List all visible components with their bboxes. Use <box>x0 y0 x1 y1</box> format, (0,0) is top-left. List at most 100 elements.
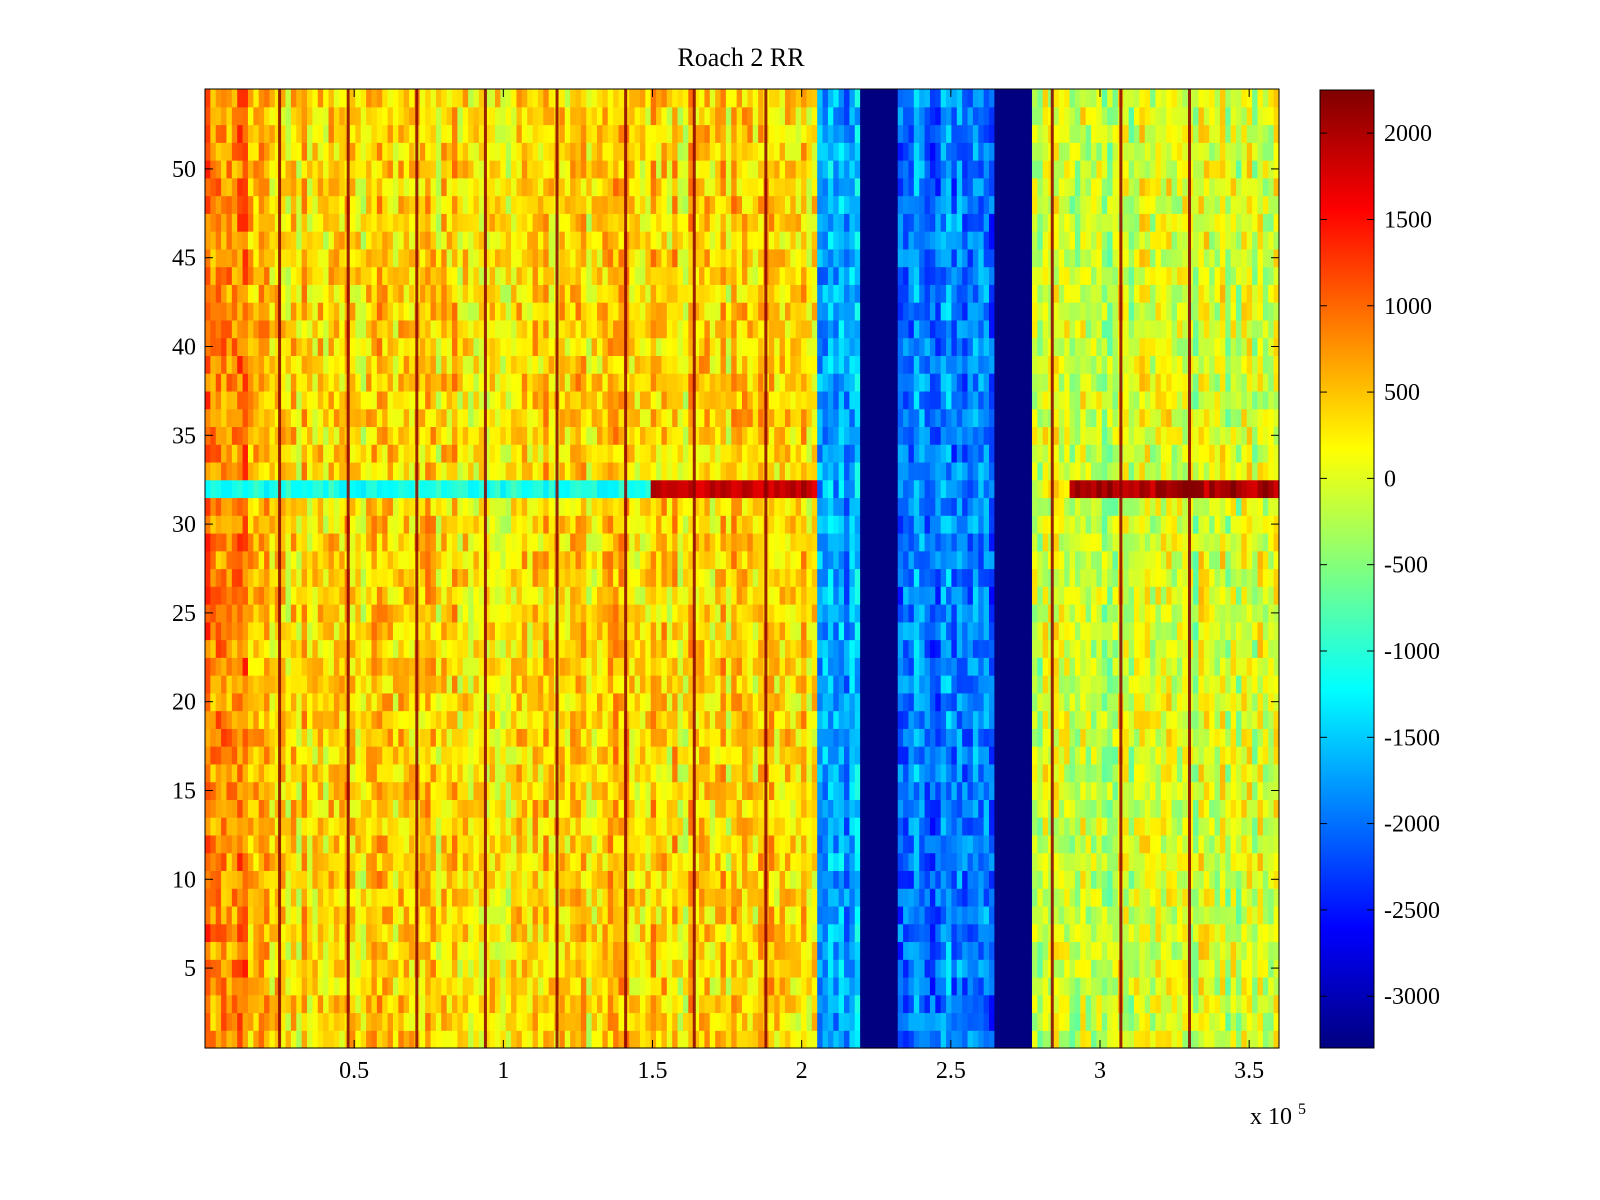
heatmap-cell <box>339 390 346 410</box>
heatmap-cell <box>435 657 442 676</box>
heatmap-cell <box>419 1030 426 1049</box>
heatmap-cell <box>693 923 700 943</box>
heatmap-cell <box>237 870 244 889</box>
heatmap-cell <box>441 692 448 712</box>
heatmap-cell <box>419 710 426 729</box>
heatmap-cell <box>537 639 544 658</box>
heatmap-cell <box>253 639 260 658</box>
heatmap-cell <box>650 621 657 641</box>
heatmap-cell <box>387 302 394 321</box>
heatmap-cell <box>452 888 458 907</box>
heatmap-cell <box>666 852 673 872</box>
heatmap-cell <box>527 319 534 339</box>
heatmap-cell <box>532 941 539 960</box>
heatmap-cell <box>312 89 319 108</box>
heatmap-cell <box>580 461 587 481</box>
heatmap-cell <box>489 905 496 925</box>
heatmap-cell <box>312 142 319 161</box>
heatmap-cell <box>328 621 335 641</box>
heatmap-cell <box>666 994 673 1014</box>
heatmap-cell <box>489 231 496 250</box>
heatmap-cell <box>425 177 432 197</box>
heatmap-cell <box>484 124 491 143</box>
heatmap-cell <box>253 355 260 374</box>
heatmap-cell <box>317 586 324 605</box>
heatmap-cell <box>366 746 373 765</box>
heatmap-cell <box>387 1012 394 1031</box>
heatmap-cell <box>537 373 544 392</box>
heatmap-cell <box>258 390 265 410</box>
heatmap-cell <box>650 444 657 463</box>
heatmap-cell <box>527 941 534 960</box>
heatmap-cell <box>430 231 437 250</box>
heatmap-cell <box>580 195 587 214</box>
heatmap-cell <box>639 177 646 197</box>
heatmap-cell <box>323 817 330 836</box>
heatmap-cell <box>559 675 566 694</box>
heatmap-cell <box>629 710 636 729</box>
heatmap-cell <box>645 89 652 108</box>
heatmap-cell <box>382 373 389 392</box>
heatmap-cell <box>468 621 475 641</box>
heatmap-cell <box>339 692 346 712</box>
heatmap-cell <box>489 390 496 410</box>
heatmap-cell <box>656 106 663 126</box>
heatmap-cell <box>591 124 598 143</box>
heatmap-cell <box>457 710 464 729</box>
heatmap-cell <box>548 675 555 694</box>
heatmap-cell <box>398 337 405 356</box>
heatmap-cell <box>221 852 228 872</box>
heatmap-cell <box>317 817 324 836</box>
heatmap-cell <box>237 799 244 818</box>
heatmap-cell <box>349 337 356 356</box>
heatmap-cell <box>672 426 679 445</box>
heatmap-cell <box>253 319 260 339</box>
heatmap-cell <box>205 728 211 747</box>
heatmap-cell <box>382 888 389 907</box>
heatmap-cell <box>376 905 383 925</box>
heatmap-cell <box>516 763 523 783</box>
heatmap-cell <box>699 834 706 854</box>
heatmap-cell <box>366 994 373 1014</box>
heatmap-cell <box>392 142 399 161</box>
heatmap-cell <box>231 852 238 872</box>
heatmap-cell <box>371 532 378 552</box>
heatmap-cell <box>215 373 222 392</box>
heatmap-cell <box>559 213 566 232</box>
heatmap-cell <box>468 1012 475 1031</box>
heatmap-cell <box>613 408 620 428</box>
heatmap-cell <box>607 461 614 481</box>
heatmap-cell <box>221 142 228 161</box>
heatmap-cell <box>452 870 458 889</box>
heatmap-cell <box>570 106 577 126</box>
heatmap-cell <box>210 728 217 747</box>
heatmap-cell <box>570 213 577 232</box>
heatmap-cell <box>586 213 593 232</box>
heatmap-cell <box>548 799 555 818</box>
heatmap-cell <box>430 763 437 783</box>
heatmap-cell <box>511 1030 518 1049</box>
heatmap-cell <box>376 426 383 445</box>
heatmap-cell <box>682 89 689 108</box>
heatmap-cell <box>435 568 442 587</box>
heatmap-cell <box>688 941 695 960</box>
heatmap-cell <box>661 639 668 658</box>
heatmap-cell <box>215 124 222 143</box>
heatmap-cell <box>430 160 437 179</box>
heatmap-cell <box>586 817 593 836</box>
heatmap-cell <box>247 106 254 126</box>
heatmap-cell <box>521 586 528 605</box>
heatmap-cell <box>570 781 577 800</box>
heatmap-cell <box>247 586 254 605</box>
heatmap-cell <box>371 461 378 481</box>
heatmap-cell <box>446 799 453 818</box>
heatmap-cell <box>425 763 432 783</box>
heatmap-cell <box>349 941 356 960</box>
heatmap-cell <box>215 231 222 250</box>
heatmap-cell <box>613 781 620 800</box>
heatmap-cell <box>382 763 389 783</box>
heatmap-cell <box>462 89 469 108</box>
heatmap-cell <box>371 888 378 907</box>
heatmap-cell <box>441 870 448 889</box>
heatmap-cell <box>489 497 496 516</box>
